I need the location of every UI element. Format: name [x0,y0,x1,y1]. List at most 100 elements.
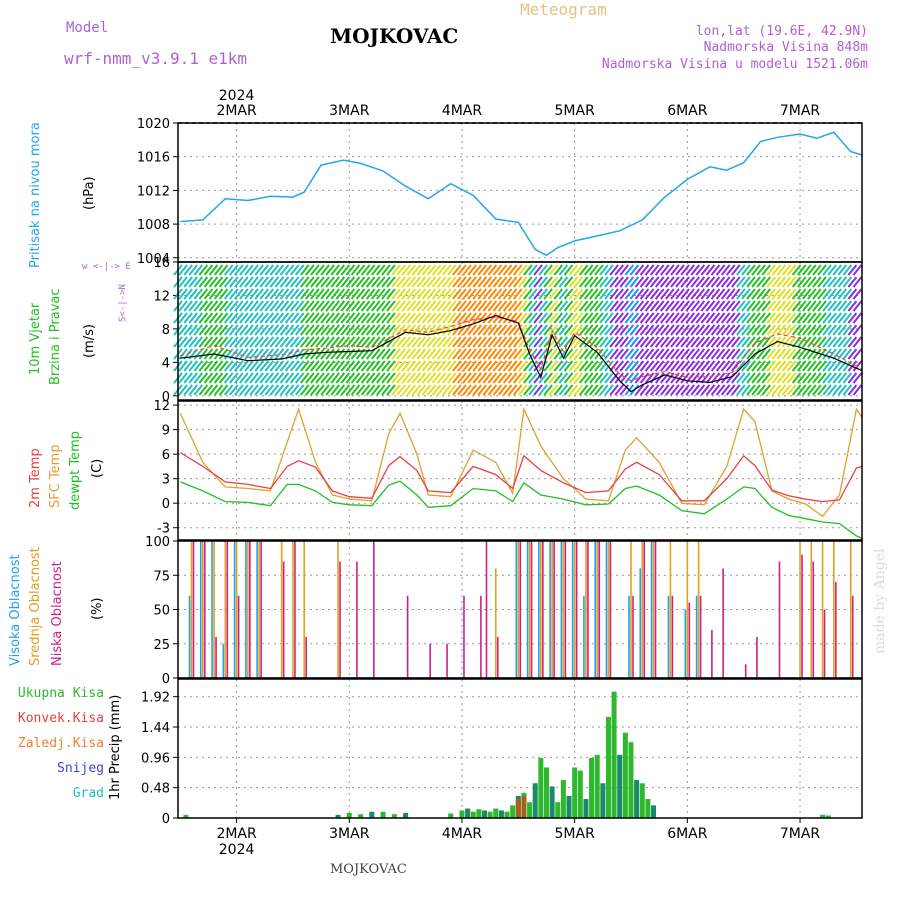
wind-arrow [289,300,300,312]
wind-arrow [604,384,614,396]
wind-arrow [634,264,645,276]
wind-arrow [639,312,650,324]
x-label-top: 6MAR [667,103,708,119]
wind-arrow [320,300,330,312]
wind-arrow [472,288,482,300]
wind-arrow [817,360,827,372]
wind-arrow [487,348,498,360]
wind-arrow [365,372,376,384]
wind-arrow [274,372,285,384]
wind-arrow [254,324,264,336]
wind-arrow [710,324,721,336]
wind-arrow [223,288,234,300]
wind-arrow [183,372,193,384]
wind-arrow [269,360,280,372]
wind-arrow [644,300,655,312]
wind-arrow [660,372,670,384]
wind-arrow [736,276,746,288]
wind-arrow [234,312,244,324]
wind-arrow [411,372,422,384]
wind-arrow [441,264,452,276]
wind-arrow [299,336,310,348]
wind-arrow [441,336,452,348]
wind-arrow [279,300,290,312]
precip-bar [403,812,409,818]
wind-arrow [274,348,285,360]
wind-arrow [355,312,366,324]
wind-arrow [533,372,543,384]
wind-arrow [325,312,335,324]
wind-arrow [543,300,553,312]
wind-arrow [802,372,812,384]
wind-arrow [203,372,214,384]
wind-arrow [274,336,285,348]
wind-arrow [731,336,741,348]
wind-arrow [467,384,477,396]
wind-arrow [249,384,259,396]
wind-arrow [680,264,690,276]
wind-arrow [715,360,726,372]
wind-arrow [411,300,422,312]
wind-arrow [416,264,427,276]
wind-arrow [234,324,244,336]
wind-arrow [614,276,624,288]
wind-arrow [812,312,822,324]
wind-arrow [533,324,543,336]
wind-arrow [345,324,356,336]
wind-arrow [756,300,766,312]
wind-arrow [441,384,452,396]
wind-arrow [736,312,746,324]
wind-arrow [558,276,569,288]
wind-arrow [213,360,224,372]
wind-arrow [528,264,538,276]
wind-arrow [315,312,325,324]
wind-arrow [487,288,498,300]
wind-arrow [690,384,701,396]
wind-arrow [239,312,249,324]
wind-arrow [472,300,482,312]
wind-arrow [690,324,701,336]
wind-arrow [208,264,219,276]
wind-arrow [578,276,589,288]
wind-arrow [533,312,543,324]
wind-arrow [776,360,787,372]
wind-arrow [624,264,635,276]
wind-arrow [421,300,432,312]
wind-arrow [376,360,386,372]
wind-arrow [512,348,523,360]
wind-arrow [259,324,269,336]
wind-arrow [249,312,259,324]
wind-arrow [457,348,467,360]
wind-arrow [558,288,569,300]
wind-arrow [310,312,320,324]
wind-arrow [355,336,366,348]
wind-arrow [715,264,726,276]
wind-arrow [228,372,239,384]
wind-arrow [725,312,736,324]
wind-arrow [315,372,325,384]
wind-arrow [725,360,736,372]
wind-arrow [852,264,863,276]
wind-arrow [725,348,736,360]
wind-arrow [294,372,305,384]
wind-arrow [619,300,630,312]
wind-arrow [791,288,802,300]
wind-arrow [431,264,442,276]
wind-arrow [518,348,528,360]
wind-arrow [675,384,685,396]
wind-arrow [710,360,721,372]
wind-arrow [239,300,249,312]
wind-arrow [817,264,827,276]
wind-arrow [350,372,361,384]
wind-arrow [254,276,264,288]
wind-arrow [675,324,685,336]
wind-arrow [619,348,630,360]
wind-arrow [223,264,234,276]
wind-arrow [533,300,543,312]
wind-arrow [477,348,488,360]
wind-arrow [482,264,493,276]
wind-arrow [822,372,832,384]
wind-arrow [720,384,731,396]
wind-arrow [746,324,756,336]
wind-arrow [426,384,437,396]
